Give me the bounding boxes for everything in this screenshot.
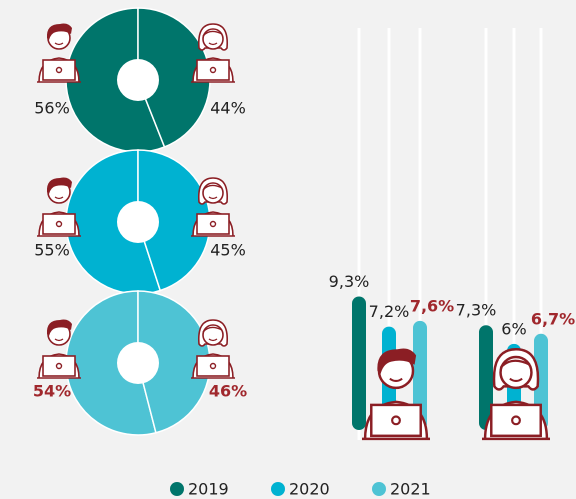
legend-label: 2021 bbox=[390, 480, 431, 499]
labels: 56% 44% 55% 45% 54% 46% 9,3% 7,3% 2019 7,2% 6% 2020… bbox=[33, 99, 575, 499]
legend-label: 2019 bbox=[188, 480, 229, 499]
pie-hole bbox=[117, 342, 159, 384]
bar bbox=[413, 320, 427, 430]
value-label: 55% bbox=[34, 241, 70, 260]
pies bbox=[65, 7, 211, 436]
pie-hole bbox=[117, 59, 159, 101]
pie-hole bbox=[117, 201, 159, 243]
legend-label: 2020 bbox=[289, 480, 330, 499]
value-label: 56% bbox=[34, 99, 70, 118]
legend-swatch bbox=[271, 482, 285, 496]
value-label: 9,3% bbox=[329, 272, 370, 291]
value-label: 46% bbox=[209, 382, 247, 401]
bar bbox=[479, 325, 493, 430]
value-label: 7,2% bbox=[369, 302, 410, 321]
value-label: 44% bbox=[210, 99, 246, 118]
value-label: 7,3% bbox=[456, 301, 497, 320]
legend-swatch bbox=[372, 482, 386, 496]
value-label: 45% bbox=[210, 241, 246, 260]
bar bbox=[352, 296, 366, 430]
value-label: 6,7% bbox=[531, 309, 575, 328]
value-label: 7,6% bbox=[410, 296, 454, 315]
value-label: 54% bbox=[33, 382, 71, 401]
pie-slice bbox=[137, 149, 211, 292]
value-label: 6% bbox=[501, 319, 526, 338]
legend-swatch bbox=[170, 482, 184, 496]
